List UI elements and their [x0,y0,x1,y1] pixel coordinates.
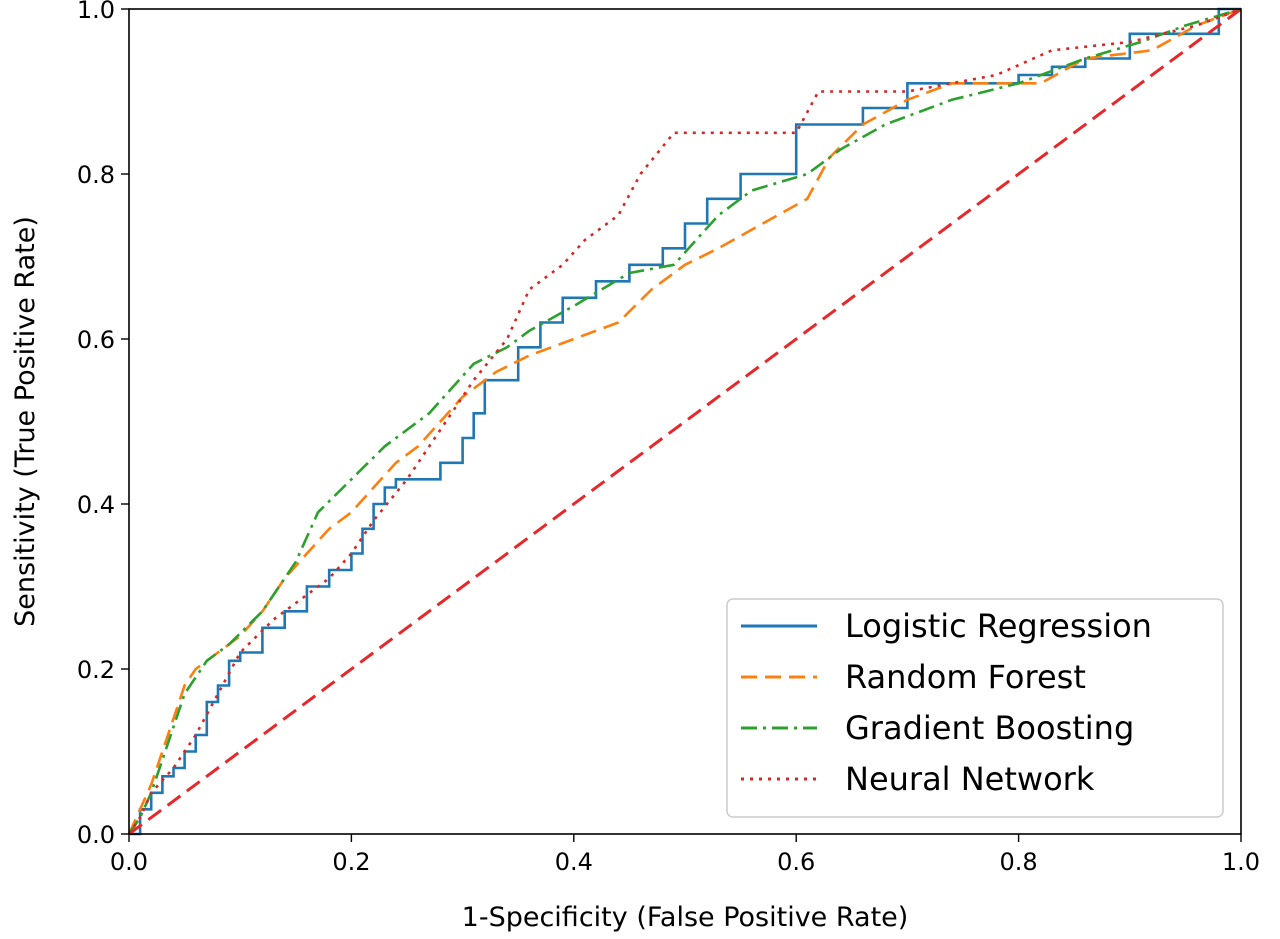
y-tick-label: 0.6 [77,326,115,354]
plot-frame [128,8,1242,835]
legend-box [726,598,1224,818]
legend-label: Neural Network [845,760,1095,798]
series-line-neural-network [127,7,1242,835]
x-tick-label: 0.8 [1000,848,1038,876]
legend-label: Random Forest [845,658,1086,696]
y-tick-label: 0.4 [77,491,115,519]
reference-diagonal-line [128,7,1242,836]
x-tick-label: 0.6 [777,848,815,876]
legend-label: Gradient Boosting [845,709,1134,747]
x-axis-label: 1-Specificity (False Positive Rate) [462,902,909,933]
legend-label: Logistic Regression [845,607,1152,645]
y-tick-label: 0.8 [77,161,115,189]
x-tick-label: 1.0 [1222,848,1260,876]
legend: Logistic Regression Random Forest Gradient… [726,598,1224,818]
series-line-random-forest [127,7,1242,835]
y-axis-label: Sensitivity (True Positive Rate) [10,216,41,627]
y-tick-label: 0.2 [77,656,115,684]
x-tick-label: 0.0 [110,848,148,876]
y-tick-label: 1.0 [77,0,115,24]
x-tick-label: 0.2 [332,848,370,876]
series-line-gradient-boosting [127,7,1242,835]
x-tick-label: 0.4 [555,848,593,876]
y-tick-label: 0.0 [77,821,115,849]
series-layer [127,7,1242,836]
ticks-layer: 0.0 0.2 0.4 0.6 0.8 1.0 0.0 0.2 0.4 0.6 0.8 1.0 [77,0,1260,876]
